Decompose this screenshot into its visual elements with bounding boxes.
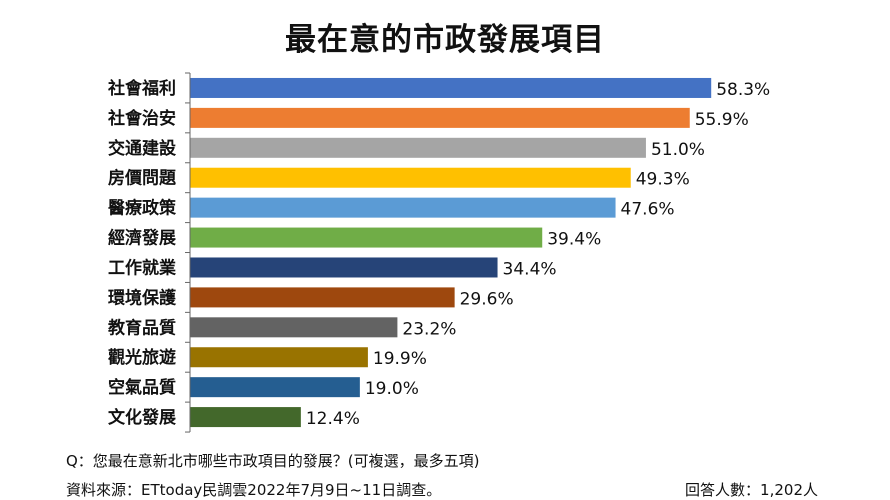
category-label: 觀光旅遊 <box>108 347 176 368</box>
bar <box>190 257 498 278</box>
data-label: 34.4% <box>503 259 557 279</box>
bar <box>190 137 646 158</box>
category-label: 經濟發展 <box>108 228 176 249</box>
data-label: 51.0% <box>651 140 705 160</box>
data-label: 12.4% <box>306 409 360 429</box>
data-label: 19.9% <box>373 349 427 369</box>
bar <box>190 347 368 368</box>
category-label: 社會治安 <box>107 108 176 129</box>
data-label: 39.4% <box>547 230 601 250</box>
bar <box>190 287 455 308</box>
category-label: 房價問題 <box>108 168 177 189</box>
category-label: 空氣品質 <box>108 377 176 398</box>
bar <box>190 377 360 398</box>
bar <box>190 227 543 248</box>
category-label: 社會福利 <box>107 78 176 99</box>
bar <box>190 317 398 338</box>
data-label: 47.6% <box>621 200 675 220</box>
data-label: 23.2% <box>402 319 456 339</box>
category-label: 交通建設 <box>108 138 177 159</box>
category-label: 環境保護 <box>108 287 177 308</box>
bar <box>190 167 631 188</box>
data-label: 49.3% <box>636 170 690 190</box>
chart-title: 最在意的市政發展項目 <box>285 22 605 58</box>
bar <box>190 407 301 428</box>
respondent-count: 回答人數：1,202人 <box>685 481 818 499</box>
category-label: 工作就業 <box>108 257 176 278</box>
data-source: 資料來源：ETtoday民調雲2022年7月9日~11日調查。 <box>66 481 442 499</box>
data-label: 29.6% <box>460 289 514 309</box>
bar-chart: 社會福利 58.3% 社會治安 55.9% 交通建設 51.0% 房價問題 49.3% 醫療政策… <box>107 72 770 433</box>
bar <box>190 197 616 218</box>
survey-question: Q：您最在意新北市哪些市政項目的發展？(可複選，最多五項) <box>66 452 480 470</box>
data-label: 19.0% <box>365 379 419 399</box>
category-label: 教育品質 <box>107 317 176 338</box>
data-label: 58.3% <box>716 80 770 100</box>
bar <box>190 107 690 128</box>
category-label: 醫療政策 <box>108 198 177 219</box>
category-label: 文化發展 <box>108 407 176 428</box>
data-label: 55.9% <box>695 110 749 130</box>
bar <box>190 77 712 98</box>
